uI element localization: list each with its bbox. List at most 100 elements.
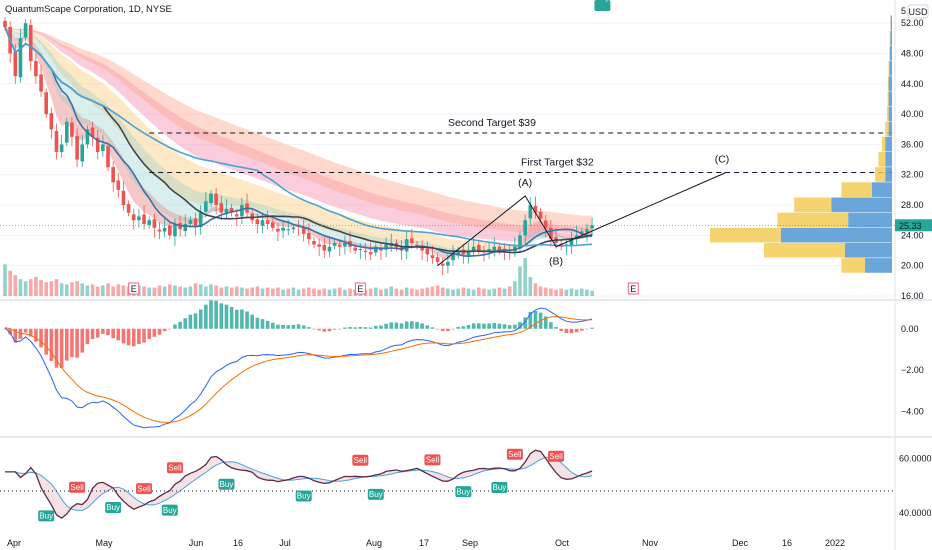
macd-histogram-bar	[451, 328, 455, 330]
time-tick-label: Nov	[642, 538, 659, 548]
volume-bar	[451, 289, 455, 296]
macd-histogram-bar	[394, 322, 399, 329]
macd-histogram-bar	[111, 328, 115, 339]
macd-histogram-bar	[265, 320, 270, 329]
volume-bar	[65, 284, 69, 296]
candle	[70, 122, 74, 137]
volume-profile-bar	[780, 227, 892, 243]
candle	[487, 249, 491, 252]
macd-histogram-bar	[353, 327, 357, 329]
volume-bar	[44, 282, 48, 296]
candle	[137, 216, 141, 221]
candle	[466, 250, 471, 257]
volume-bar	[384, 288, 388, 296]
macd-histogram-bar	[229, 307, 234, 329]
candle	[265, 220, 270, 224]
macd-histogram-bar	[513, 324, 517, 329]
macd-histogram-bar	[337, 328, 342, 330]
volume-bar	[255, 286, 260, 296]
volume-bar	[543, 287, 548, 296]
volume-bar	[234, 286, 239, 296]
macd-histogram-bar	[574, 328, 579, 333]
volume-bar	[502, 288, 507, 296]
volume-bar	[379, 289, 383, 296]
macd-histogram-bar	[95, 328, 100, 338]
wave-label: (A)	[518, 177, 532, 189]
macd-histogram-bar	[399, 323, 404, 329]
macd-histogram-bar	[250, 314, 254, 329]
volume-bar	[471, 289, 476, 296]
volume-bar	[466, 288, 471, 296]
candle	[271, 222, 275, 228]
macd-histogram-bar	[255, 317, 260, 329]
macd-histogram-bar	[162, 328, 167, 332]
candle	[471, 246, 476, 251]
volume-bar	[327, 289, 332, 296]
macd-histogram-bar	[142, 328, 146, 343]
macd-histogram-bar	[363, 327, 368, 329]
candle	[281, 227, 285, 231]
time-tick-label: 16	[782, 538, 792, 548]
volume-profile-bar	[865, 258, 892, 273]
volume-profile-bar	[888, 91, 892, 107]
volume-bar	[198, 284, 203, 296]
candle	[152, 219, 157, 228]
volume-bar	[585, 289, 589, 296]
candle	[317, 244, 321, 247]
volume-bar	[162, 286, 167, 296]
buy-signal-label: Buy	[220, 480, 234, 489]
earnings-marker-label: E	[630, 284, 636, 294]
macd-histogram-bar	[131, 328, 136, 347]
candle	[533, 205, 538, 213]
macd-histogram-bar	[404, 321, 409, 329]
candle	[440, 263, 445, 266]
time-tick-label: Aug	[366, 538, 382, 548]
oscillator-tick-label: 60.0000	[899, 453, 932, 463]
target-label: Second Target $39	[448, 117, 536, 129]
volume-bar	[549, 288, 553, 296]
macd-histogram-bar	[188, 314, 193, 329]
volume-bar	[23, 281, 28, 296]
volume-bar	[538, 286, 543, 296]
volume-bar	[456, 288, 460, 296]
macd-histogram-bar	[121, 328, 126, 344]
macd-histogram-bar	[101, 328, 105, 334]
macd-histogram-bar	[240, 309, 244, 329]
volume-bar	[54, 279, 59, 296]
candle	[384, 244, 388, 250]
macd-histogram-bar	[425, 325, 430, 329]
volume-bar	[487, 289, 491, 296]
buy-signal	[161, 504, 178, 516]
macd-histogram-bar	[204, 304, 208, 329]
volume-profile-bar	[887, 91, 889, 107]
currency-label: USD	[908, 7, 928, 17]
sell-signal-label: Sell	[354, 456, 368, 465]
volume-bar	[507, 286, 512, 296]
macd-histogram-bar	[528, 311, 533, 329]
volume-bar	[389, 286, 394, 296]
candle	[451, 254, 455, 261]
price-tick-label: 28.00	[901, 200, 924, 210]
volume-bar	[399, 289, 404, 296]
last-price-badge	[895, 219, 932, 232]
chart-title: QuantumScape Corporation, 1D, NYSE	[5, 4, 172, 15]
candle	[65, 121, 69, 143]
volume-bar	[374, 287, 378, 296]
time-tick-label: Apr	[7, 538, 21, 548]
buy-signal	[594, 0, 611, 11]
macd-histogram-bar	[90, 328, 95, 339]
volume-bar	[240, 287, 244, 296]
volume-bar	[482, 288, 486, 296]
macd-histogram-bar	[260, 319, 265, 329]
volume-bar	[209, 284, 213, 296]
candle	[204, 201, 208, 212]
volume-bar	[173, 285, 177, 296]
macd-histogram-bar	[116, 328, 121, 341]
oscillator-signal-line	[5, 456, 593, 511]
candle	[173, 224, 177, 237]
wave-label: (B)	[549, 256, 563, 268]
candle	[538, 211, 543, 219]
sell-signal-label: Sell	[70, 483, 84, 492]
volume-bar	[101, 285, 105, 296]
